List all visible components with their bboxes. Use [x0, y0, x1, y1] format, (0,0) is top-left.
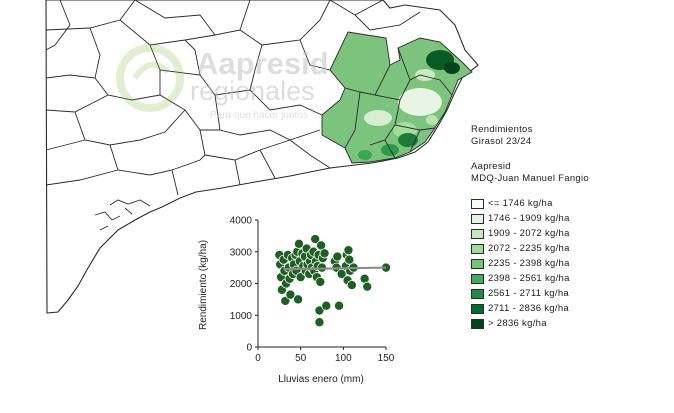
legend-swatch [471, 258, 484, 269]
scatter-chart: 0 1000 2000 3000 4000 0 50 100 150 Lluvias enero… [198, 216, 395, 386]
legend-label: 2235 - 2398 kg/ha [488, 258, 570, 269]
legend-label: <= 1746 kg/ha [488, 198, 553, 209]
watermark-line2: regionales [190, 76, 315, 106]
scatter-points [274, 234, 391, 328]
watermark-line3: Para que hacer juntos [210, 110, 308, 121]
scatter-point [344, 254, 355, 265]
legend-label: 2398 - 2561 kg/ha [488, 273, 570, 284]
scatter-point [362, 281, 373, 292]
legend-label: 2072 - 2235 kg/ha [488, 243, 570, 254]
y-axis-label: Rendimiento (kg/ha) [198, 240, 209, 330]
legend-title-line1: Rendimientos [471, 124, 533, 135]
legend-item: 1909 - 2072 kg/ha [471, 226, 589, 241]
legend-label: 2711 - 2836 kg/ha [488, 303, 569, 314]
legend-swatch [471, 303, 484, 314]
y-tick-label: 4000 [230, 216, 253, 227]
legend-source-line2: MDQ-Juan Manuel Fangio [471, 173, 590, 184]
scatter-point [310, 234, 321, 245]
legend-label: 1746 - 1909 kg/ha [488, 213, 570, 224]
scatter-point [315, 276, 326, 287]
legend-label: 2561 - 2711 kg/ha [488, 288, 569, 299]
coast-detail [94, 199, 151, 231]
chart-axes [255, 219, 387, 350]
legend-label: > 2836 kg/ha [488, 318, 547, 329]
legend-swatch [471, 273, 484, 284]
y-tick-label: 2000 [230, 279, 253, 290]
legend-swatch [471, 288, 484, 299]
x-tick-label: 150 [378, 353, 395, 364]
legend-items: <= 1746 kg/ha 1746 - 1909 kg/ha 1909 - 207… [471, 196, 589, 331]
legend-swatch [471, 228, 484, 239]
trend-line [283, 266, 387, 271]
x-tick-label: 50 [295, 353, 307, 364]
legend-item: > 2836 kg/ha [471, 316, 589, 331]
legend-swatch [471, 318, 484, 329]
legend-item: 1746 - 1909 kg/ha [471, 211, 589, 226]
y-tick-label: 0 [246, 343, 252, 354]
map-legend: Rendimientos Girasol 23/24 Aapresid MDQ-… [471, 124, 589, 331]
legend-item: 2072 - 2235 kg/ha [471, 241, 589, 256]
legend-title-line2: Girasol 23/24 [471, 136, 532, 147]
legend-item: 2398 - 2561 kg/ha [471, 271, 589, 286]
scatter-point [314, 317, 325, 328]
scatter-point [293, 294, 304, 305]
x-axis-label: Lluvias enero (mm) [278, 374, 364, 385]
y-tick-label: 1000 [230, 311, 253, 322]
legend-item: 2235 - 2398 kg/ha [471, 256, 589, 271]
legend-swatch [471, 213, 484, 224]
legend-swatch [471, 198, 484, 209]
legend-swatch [471, 243, 484, 254]
scatter-point [346, 280, 357, 291]
county-boundaries [45, 0, 421, 196]
scatter-point [321, 300, 332, 311]
scatter-point [334, 300, 345, 311]
scatter-point [332, 251, 343, 262]
legend-item: 2711 - 2836 kg/ha [471, 301, 589, 316]
x-tick-label: 100 [335, 353, 352, 364]
chart-tick-labels: 0 1000 2000 3000 4000 0 50 100 150 [230, 216, 395, 365]
scatter-point [343, 245, 354, 256]
watermark-logo [116, 44, 184, 112]
y-tick-label: 3000 [230, 247, 253, 258]
scatter-point [319, 248, 330, 259]
watermark-line1: Aapresid [196, 46, 329, 81]
x-tick-label: 0 [255, 353, 261, 364]
scatter-point [314, 305, 325, 316]
legend-label: 1909 - 2072 kg/ha [488, 228, 570, 239]
legend-item: 2561 - 2711 kg/ha [471, 286, 589, 301]
yield-region [321, 31, 473, 164]
scatter-point [285, 289, 296, 300]
scatter-point [293, 238, 304, 249]
legend-item: <= 1746 kg/ha [471, 196, 589, 211]
legend-source-line1: Aapresid [471, 161, 511, 172]
